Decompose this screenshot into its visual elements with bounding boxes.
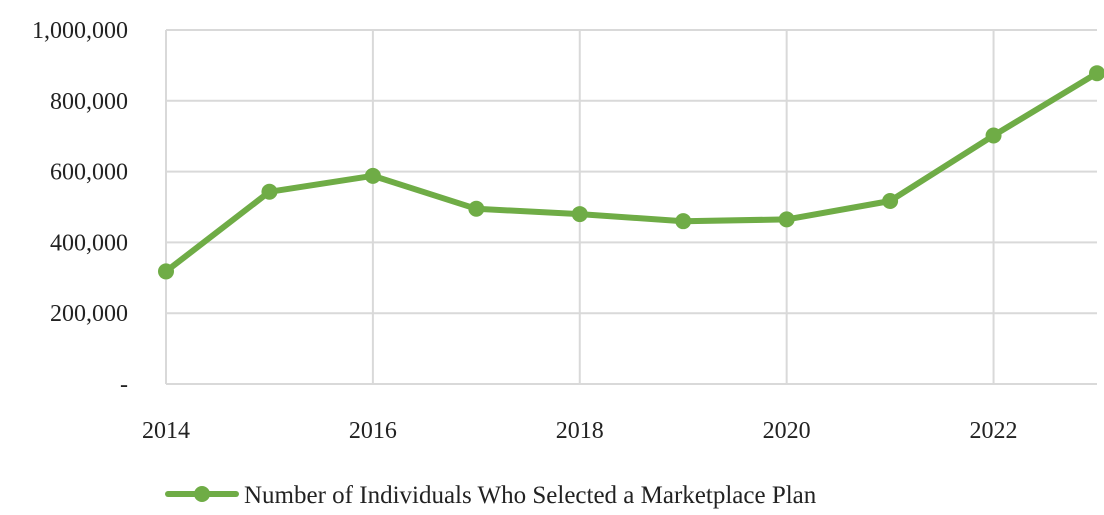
series-layer <box>158 65 1104 280</box>
gridlines <box>165 29 1097 385</box>
y-tick-label: 200,000 <box>50 301 128 327</box>
x-tick-label: 2018 <box>556 418 604 444</box>
data-point <box>778 211 795 228</box>
legend: Number of Individuals Who Selected a Mar… <box>165 482 817 509</box>
x-tick-label: 2022 <box>970 418 1018 444</box>
x-tick-label: 2020 <box>763 418 811 444</box>
y-tick-label: 800,000 <box>50 89 128 115</box>
data-point <box>364 167 381 184</box>
data-point <box>468 200 485 217</box>
y-axis-ticks: - 200,000 400,000 600,000 800,000 1,000,000 <box>32 18 128 398</box>
y-tick-label: - <box>120 372 128 398</box>
data-point <box>1089 65 1104 82</box>
data-point <box>675 213 692 230</box>
legend-label: Number of Individuals Who Selected a Mar… <box>244 482 817 509</box>
data-point <box>158 263 174 280</box>
series-line <box>163 70 1100 275</box>
data-point <box>882 192 899 209</box>
y-tick-label: 600,000 <box>50 160 128 186</box>
data-point <box>571 206 588 223</box>
legend-marker-dot <box>194 486 210 502</box>
x-axis-ticks: 2014 2016 2018 2020 2022 <box>142 418 1018 444</box>
y-tick-label: 1,000,000 <box>32 18 128 44</box>
x-tick-label: 2016 <box>349 418 397 444</box>
data-point <box>261 183 278 200</box>
data-point <box>985 127 1002 144</box>
y-tick-label: 400,000 <box>50 230 128 256</box>
x-tick-label: 2014 <box>142 418 190 444</box>
